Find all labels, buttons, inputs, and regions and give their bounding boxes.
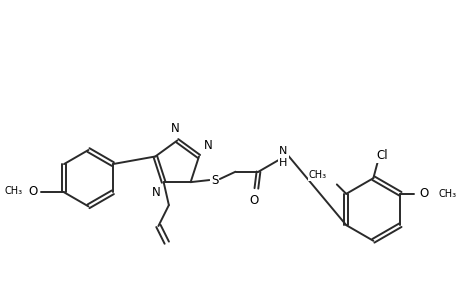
Text: N: N [170,122,179,135]
Text: S: S [211,174,218,187]
Text: Cl: Cl [375,149,386,162]
Text: CH₃: CH₃ [4,186,22,196]
Text: O: O [249,194,258,207]
Text: N
H: N H [279,146,287,168]
Text: N: N [151,186,160,199]
Text: CH₃: CH₃ [437,189,455,199]
Text: O: O [28,185,38,198]
Text: CH₃: CH₃ [308,170,326,180]
Text: O: O [418,187,428,200]
Text: N: N [204,139,213,152]
